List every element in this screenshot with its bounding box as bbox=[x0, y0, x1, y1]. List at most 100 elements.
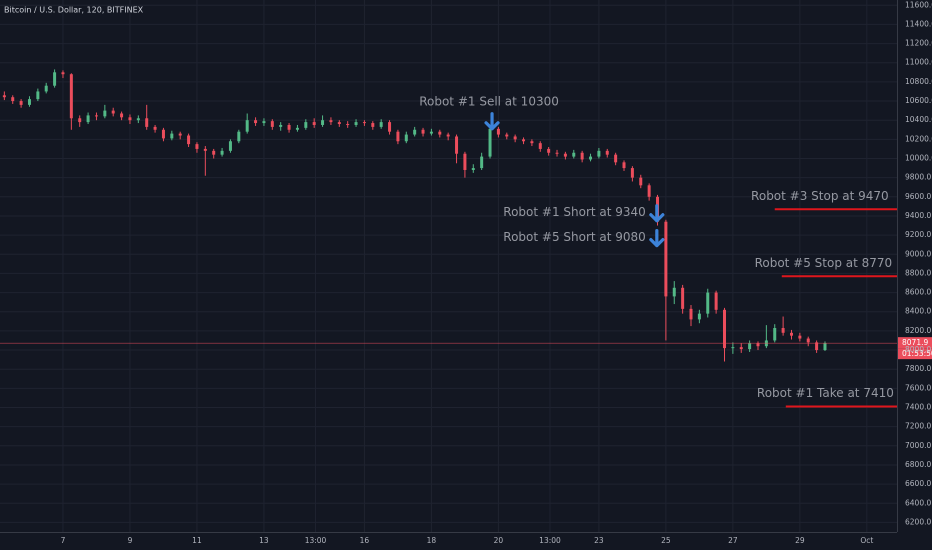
y-tick-label: 8400.0 bbox=[905, 307, 931, 316]
candle-body bbox=[354, 122, 358, 125]
y-tick-label: 9200.0 bbox=[905, 230, 931, 239]
x-tick-label: 25 bbox=[661, 536, 671, 545]
candle-body bbox=[304, 122, 308, 128]
candle-body bbox=[446, 134, 450, 137]
candle-body bbox=[329, 120, 333, 123]
candle-body bbox=[789, 332, 793, 336]
candle-body bbox=[346, 124, 350, 126]
x-tick-label: 7 bbox=[61, 536, 66, 545]
y-tick-label: 9400.0 bbox=[905, 211, 931, 220]
candle-body bbox=[798, 335, 802, 339]
candle-body bbox=[580, 152, 584, 160]
candle-body bbox=[630, 168, 634, 178]
y-tick-label: 11600.0 bbox=[905, 0, 932, 9]
overlays: 8071.9 01:53:50 Robot #1 Sell at 10300 Robo… bbox=[0, 94, 932, 408]
countdown-label: 01:53:50 bbox=[902, 349, 932, 358]
candle-body bbox=[103, 110, 107, 117]
y-tick-label: 7400.0 bbox=[905, 402, 931, 411]
candle-body bbox=[672, 287, 676, 297]
x-tick-label: 16 bbox=[360, 536, 370, 545]
candle-body bbox=[488, 128, 492, 157]
candle-body bbox=[11, 97, 15, 102]
candle-body bbox=[195, 144, 199, 149]
candle-body bbox=[739, 347, 743, 350]
candle-body bbox=[429, 131, 433, 134]
candle-body bbox=[295, 127, 299, 130]
y-tick-label: 11200.0 bbox=[905, 39, 932, 48]
candle-body bbox=[379, 122, 383, 127]
candle-body bbox=[781, 328, 785, 333]
candle-body bbox=[2, 95, 6, 98]
y-tick-label: 10600.0 bbox=[905, 96, 932, 105]
x-tick-label: 13 bbox=[259, 536, 269, 545]
candle-body bbox=[823, 343, 827, 351]
level-text: Robot #1 Take at 7410 bbox=[757, 386, 894, 400]
candle-body bbox=[505, 134, 509, 137]
candle-body bbox=[312, 122, 316, 125]
annotation-text: Robot #1 Short at 9340 bbox=[503, 205, 646, 219]
candle-body bbox=[161, 129, 165, 139]
candle-body bbox=[228, 141, 232, 151]
candle-body bbox=[78, 118, 82, 123]
candle-body bbox=[245, 120, 249, 132]
candle-body bbox=[254, 120, 258, 124]
x-tick-label: 23 bbox=[594, 536, 604, 545]
candle-body bbox=[773, 328, 777, 341]
annotation-text: Robot #1 Sell at 10300 bbox=[419, 94, 559, 108]
candle-body bbox=[362, 122, 366, 124]
x-tick-label: 11 bbox=[192, 536, 202, 545]
last-price-label: 8071.9 bbox=[902, 338, 928, 347]
x-tick-label: 18 bbox=[427, 536, 437, 545]
candle-body bbox=[212, 150, 216, 155]
candle-body bbox=[471, 168, 475, 170]
candle-body bbox=[86, 115, 90, 123]
candle-body bbox=[321, 120, 325, 125]
candle-body bbox=[723, 309, 726, 349]
annotation-text: Robot #5 Short at 9080 bbox=[503, 230, 646, 244]
annotation-arrow bbox=[649, 229, 665, 248]
candle-body bbox=[496, 128, 500, 135]
candle-body bbox=[36, 91, 40, 100]
candle-body bbox=[94, 115, 98, 117]
candle-body bbox=[203, 148, 207, 151]
candle-body bbox=[455, 136, 459, 154]
candle-body bbox=[697, 313, 701, 320]
candle-body bbox=[748, 343, 752, 350]
candle-body bbox=[605, 150, 609, 155]
last-price-box bbox=[898, 337, 932, 349]
candle-body bbox=[388, 122, 392, 132]
countdown-box bbox=[898, 348, 932, 360]
y-tick-label: 7000.0 bbox=[905, 441, 931, 450]
x-tick-label: 13:00 bbox=[305, 536, 327, 545]
y-tick-label: 10800.0 bbox=[905, 77, 932, 86]
annotation-arrow bbox=[484, 112, 500, 131]
candle-body bbox=[639, 177, 643, 186]
x-tick-label: 20 bbox=[494, 536, 504, 545]
y-tick-label: 9600.0 bbox=[905, 192, 931, 201]
y-tick-label: 6400.0 bbox=[905, 498, 931, 507]
candle-body bbox=[438, 131, 442, 135]
y-tick-label: 9800.0 bbox=[905, 173, 931, 182]
y-tick-label: 10400.0 bbox=[905, 115, 932, 124]
candle-body bbox=[463, 153, 467, 170]
candle-body bbox=[480, 156, 484, 169]
candle-body bbox=[714, 292, 718, 310]
candle-body bbox=[371, 123, 375, 127]
candle-body bbox=[44, 85, 48, 92]
candle-body bbox=[396, 131, 400, 142]
candle-body bbox=[111, 110, 115, 114]
x-tick-label: 13:00 bbox=[539, 536, 561, 545]
x-tick-label: 27 bbox=[728, 536, 738, 545]
y-tick-label: 6200.0 bbox=[905, 517, 931, 526]
x-tick-label: 29 bbox=[795, 536, 805, 545]
candle-body bbox=[547, 148, 551, 153]
candle-body bbox=[706, 292, 710, 314]
candle-body bbox=[178, 133, 182, 136]
candle-body bbox=[522, 139, 526, 142]
candle-body bbox=[731, 347, 735, 349]
candle-body bbox=[153, 126, 157, 130]
candle-body bbox=[53, 72, 57, 86]
candle-body bbox=[530, 141, 534, 144]
